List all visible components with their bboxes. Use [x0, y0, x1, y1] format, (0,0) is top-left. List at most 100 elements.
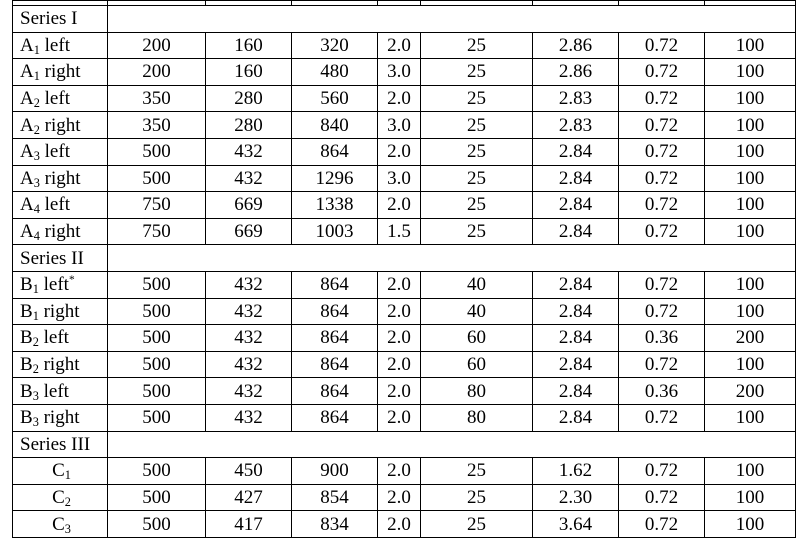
table-row: A4 right 750 669 1003 1.5 25 2.84 0.72 100: [12, 217, 796, 246]
specimen-subscript: 3: [64, 521, 71, 536]
table-cell: 500: [107, 510, 206, 538]
specimen-label: B2 left: [12, 324, 108, 352]
specimen-base: A: [20, 88, 34, 110]
table-cell: 25: [420, 510, 533, 538]
table-cell: 854: [291, 483, 378, 512]
series-title: Series III: [12, 430, 108, 459]
table-cell: 2.0: [377, 350, 421, 379]
table-cell: 25: [420, 58, 533, 86]
specimen-subscript: 4: [33, 202, 40, 217]
table-cell: 500: [107, 137, 206, 166]
table-cell: 25: [420, 483, 533, 512]
specimen-side: left: [39, 88, 70, 110]
table-cell: 40: [420, 270, 533, 299]
specimen-label: B3 right: [12, 403, 108, 432]
table-cell: 750: [107, 217, 206, 246]
table-cell: 0.72: [618, 270, 705, 299]
table-cell: 864: [291, 350, 378, 379]
specimen-label: B1 right: [12, 297, 108, 326]
specimen-side: left: [38, 380, 69, 402]
specimen-base: B: [20, 407, 33, 429]
table-cell: 25: [420, 457, 533, 485]
table-cell: 2.84: [532, 324, 619, 352]
table-cell: 840: [291, 111, 378, 139]
table-cell: 25: [420, 191, 533, 219]
table-cell: 200: [704, 377, 796, 405]
table-cell: 432: [205, 137, 292, 166]
table-cell: 0.72: [618, 483, 705, 512]
table-cell: 2.84: [532, 297, 619, 326]
table-cell: 2.0: [377, 84, 421, 113]
series-header-row: Series II: [12, 244, 796, 272]
table-cell: 2.83: [532, 111, 619, 139]
specimen-side: right: [39, 221, 81, 243]
table-cell: 432: [205, 164, 292, 193]
specimen-label: A2 left: [12, 84, 108, 113]
series-header-filler: [107, 5, 796, 33]
table-cell: 0.72: [618, 31, 705, 60]
specimen-subscript: 2: [32, 335, 39, 350]
table-cell: 2.84: [532, 270, 619, 299]
table-cell: 2.0: [377, 297, 421, 326]
specimen-side: left: [39, 141, 70, 163]
table-cell: 427: [205, 483, 292, 512]
table-cell: 750: [107, 191, 206, 219]
table-cell: 25: [420, 31, 533, 60]
table-cell: 864: [291, 270, 378, 299]
table-cell: 0.72: [618, 84, 705, 113]
table-cell: 500: [107, 270, 206, 299]
table-cell: 2.84: [532, 217, 619, 246]
specimen-subscript: 3: [33, 175, 40, 190]
specimen-base: C: [52, 486, 65, 508]
table-row: A3 left 500 432 864 2.0 25 2.84 0.72 100: [12, 137, 796, 166]
table-cell: 669: [205, 191, 292, 219]
table-cell: 0.72: [618, 111, 705, 139]
specimen-base: C: [52, 460, 65, 482]
specimen-side: left: [38, 327, 69, 349]
table-row: B1 right 500 432 864 2.0 40 2.84 0.72 100: [12, 297, 796, 326]
specimen-base: A: [20, 221, 34, 243]
specimen-base: B: [20, 354, 33, 376]
table-cell: 100: [704, 510, 796, 538]
table-cell: 100: [704, 217, 796, 246]
table-cell: 100: [704, 297, 796, 326]
specimen-base: A: [20, 61, 34, 83]
specimen-label: B3 left: [12, 377, 108, 405]
table-cell: 500: [107, 377, 206, 405]
table-cell: 350: [107, 84, 206, 113]
specimen-side: left: [39, 34, 70, 56]
table-cell: 417: [205, 510, 292, 538]
table-cell: 100: [704, 350, 796, 379]
table-cell: 864: [291, 377, 378, 405]
table-cell: 450: [205, 457, 292, 485]
table-cell: 500: [107, 324, 206, 352]
table-cell: 3.0: [377, 111, 421, 139]
table-row: B2 left 500 432 864 2.0 60 2.84 0.36 200: [12, 324, 796, 352]
table-cell: 900: [291, 457, 378, 485]
specimen-base: B: [20, 300, 33, 322]
table-row: C1 500 450 900 2.0 25 1.62 0.72 100: [12, 457, 796, 485]
table-cell: 200: [704, 324, 796, 352]
table-cell: 3.0: [377, 58, 421, 86]
table-row: A4 left 750 669 1338 2.0 25 2.84 0.72 100: [12, 191, 796, 219]
specimen-base: B: [20, 380, 33, 402]
table-cell: 500: [107, 457, 206, 485]
specimen-label: B2 right: [12, 350, 108, 379]
table-row: A1 right 200 160 480 3.0 25 2.86 0.72 100: [12, 58, 796, 86]
table-row: A3 right 500 432 1296 3.0 25 2.84 0.72 100: [12, 164, 796, 193]
specimen-side: left: [39, 194, 70, 216]
table-cell: 40: [420, 297, 533, 326]
table-cell: 2.0: [377, 191, 421, 219]
specimen-label: C2: [12, 483, 108, 512]
data-table: Series I A1 left 200 160 320 2.0 25 2.86 0.72 100…: [12, 0, 796, 538]
table-cell: 500: [107, 164, 206, 193]
specimen-side: right: [39, 167, 81, 189]
specimen-label: A3 right: [12, 164, 108, 193]
table-cell: 834: [291, 510, 378, 538]
table-cell: 160: [205, 58, 292, 86]
table-cell: 2.84: [532, 137, 619, 166]
table-cell: 500: [107, 483, 206, 512]
specimen-subscript: 2: [33, 122, 40, 137]
table-cell: 669: [205, 217, 292, 246]
table-cell: 320: [291, 31, 378, 60]
